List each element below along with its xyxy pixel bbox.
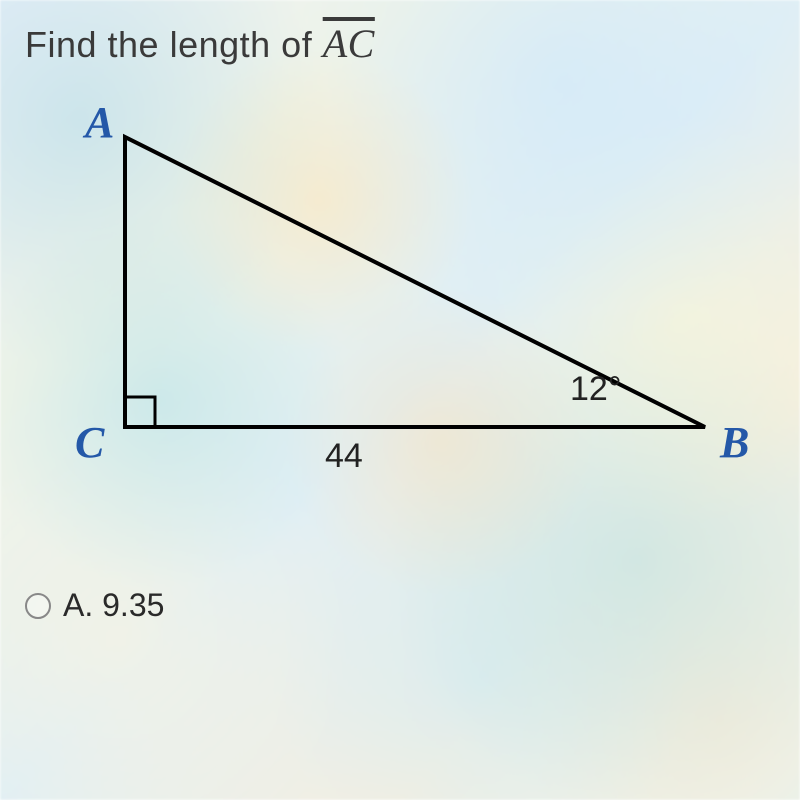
vertex-C-label: C bbox=[75, 417, 104, 468]
triangle-diagram: A C B 12° 44 bbox=[25, 97, 745, 537]
vertex-B-label: B bbox=[720, 417, 749, 468]
segment-AC: AC bbox=[323, 21, 375, 66]
answer-A-text: A. 9.35 bbox=[63, 587, 164, 624]
right-angle-marker bbox=[125, 397, 155, 427]
answer-A-letter: A. bbox=[63, 587, 93, 623]
vertex-A-label: A bbox=[85, 97, 114, 148]
content-area: Find the length of AC A C B 12° 44 A. 9.… bbox=[0, 0, 800, 644]
answer-A-value: 9.35 bbox=[102, 587, 164, 623]
radio-icon[interactable] bbox=[25, 593, 51, 619]
question-text: Find the length of AC bbox=[25, 20, 775, 67]
side-CB-label: 44 bbox=[325, 437, 363, 476]
triangle-svg bbox=[25, 97, 745, 537]
answer-option-A[interactable]: A. 9.35 bbox=[25, 587, 775, 624]
angle-B-label: 12° bbox=[570, 370, 621, 409]
question-prefix: Find the length of bbox=[25, 24, 323, 65]
